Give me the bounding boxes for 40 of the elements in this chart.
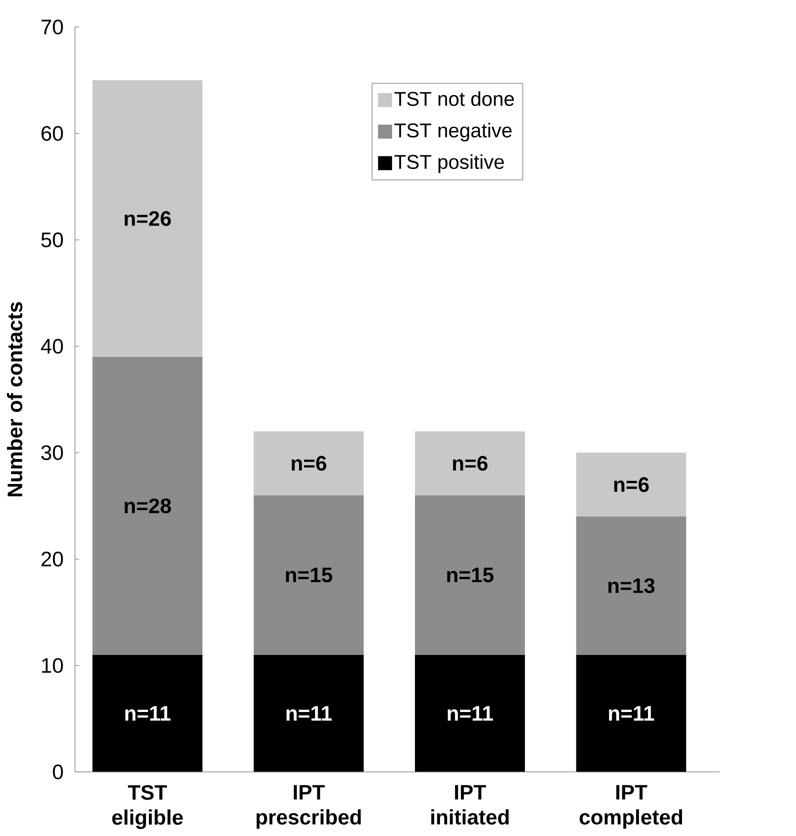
y-tick-label: 70 xyxy=(41,20,63,34)
data-label: n=11 xyxy=(448,706,493,721)
legend-label: TST not done xyxy=(394,91,514,106)
legend-label: TST positive xyxy=(394,154,504,173)
data-label: n=11 xyxy=(608,706,654,721)
y-tick-label: 60 xyxy=(41,126,63,141)
y-axis-title: Number of contacts xyxy=(6,302,22,496)
y-tick-label: 0 xyxy=(52,764,63,780)
y-tick-label: 10 xyxy=(42,658,63,673)
bar xyxy=(92,654,202,772)
bar xyxy=(92,80,202,357)
x-tick-label: IPT completed xyxy=(579,785,682,829)
bar xyxy=(576,516,686,655)
bar xyxy=(414,495,525,655)
data-label: n=6 xyxy=(614,477,649,492)
data-label: n=13 xyxy=(608,578,654,594)
y-tick-label: 50 xyxy=(41,232,63,248)
legend-label: TST negative xyxy=(394,122,512,142)
data-label: n=6 xyxy=(292,456,326,471)
y-tick-label: 40 xyxy=(40,338,63,354)
bar xyxy=(414,431,525,496)
data-label: n=11 xyxy=(125,706,170,721)
x-tick-label: IPT prescribed xyxy=(256,785,361,829)
bar xyxy=(576,452,686,517)
data-label: n=15 xyxy=(446,568,494,582)
bar xyxy=(414,654,525,772)
bar xyxy=(254,431,364,496)
bar xyxy=(254,654,364,772)
bar xyxy=(254,495,364,655)
data-label: n=11 xyxy=(286,706,332,721)
x-tick-label: TST eligible xyxy=(112,785,183,830)
data-label: n=28 xyxy=(124,498,171,514)
y-tick-label: 20 xyxy=(41,552,63,566)
data-label: n=6 xyxy=(452,456,488,471)
data-label: n=26 xyxy=(124,211,171,226)
y-tick-label: 30 xyxy=(41,445,63,460)
bar xyxy=(92,356,202,655)
x-tick-label: IPT initiated xyxy=(431,785,508,825)
data-label: n=15 xyxy=(286,568,332,582)
bar xyxy=(576,654,686,772)
